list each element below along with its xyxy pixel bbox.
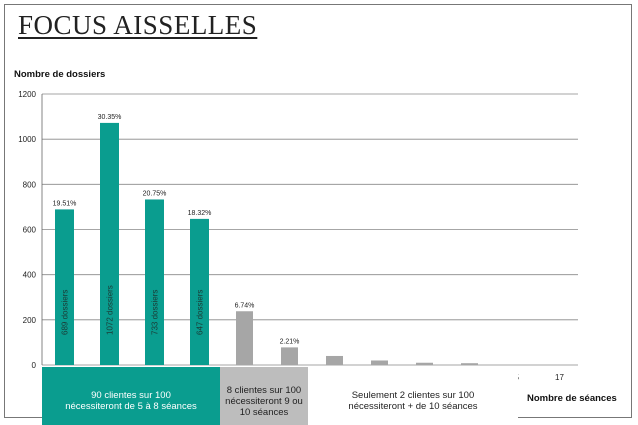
annotation-text-5-8: 90 clientes sur 100 nécessiteront de 5 à… [65, 390, 197, 412]
y-tick-label: 0 [32, 361, 37, 370]
data-label: 20.75% [143, 190, 167, 197]
bar [326, 355, 343, 365]
bar [145, 199, 164, 365]
data-label: 19.51% [53, 200, 77, 207]
data-label: 2.21% [280, 338, 300, 345]
annotation-text-9-10: 8 clientes sur 100 nécessiteront 9 ou 10… [225, 384, 303, 418]
annotation-text-11-17: Seulement 2 clientes sur 100 nécessitero… [348, 390, 478, 412]
annotation-band-5-8: 90 clientes sur 100 nécessiteront de 5 à… [42, 367, 220, 425]
x-tick-label: 17 [555, 373, 564, 382]
bar [461, 363, 478, 365]
y-tick-label: 1000 [18, 135, 36, 144]
bar [100, 122, 119, 365]
bar [190, 218, 209, 365]
annotation-band-11-17: Seulement 2 clientes sur 100 nécessitero… [308, 367, 518, 425]
bar [281, 347, 298, 365]
bar-inner-label: 689 dossiers [61, 290, 70, 335]
data-label: 18.32% [188, 210, 212, 217]
x-axis-label: Nombre de séances [527, 393, 617, 404]
bar [371, 360, 388, 365]
annotation-band-9-10: 8 clientes sur 100 nécessiteront 9 ou 10… [220, 367, 308, 425]
y-tick-label: 200 [23, 316, 37, 325]
bar-inner-label: 1072 dossiers [106, 285, 115, 335]
y-tick-label: 400 [23, 271, 37, 280]
data-label: 6.74% [235, 302, 255, 309]
y-tick-label: 600 [23, 226, 37, 235]
bar [55, 209, 74, 365]
bar [416, 362, 433, 365]
y-axis-label: Nombre de dossiers [14, 69, 106, 80]
data-label: 30.35% [98, 114, 122, 121]
y-tick-label: 800 [23, 180, 37, 189]
page-title: FOCUS AISSELLES [18, 10, 258, 40]
y-tick-label: 1200 [18, 90, 36, 99]
bar-inner-label: 733 dossiers [151, 290, 160, 335]
bar-inner-label: 647 dossiers [196, 290, 205, 335]
bar [236, 311, 253, 365]
